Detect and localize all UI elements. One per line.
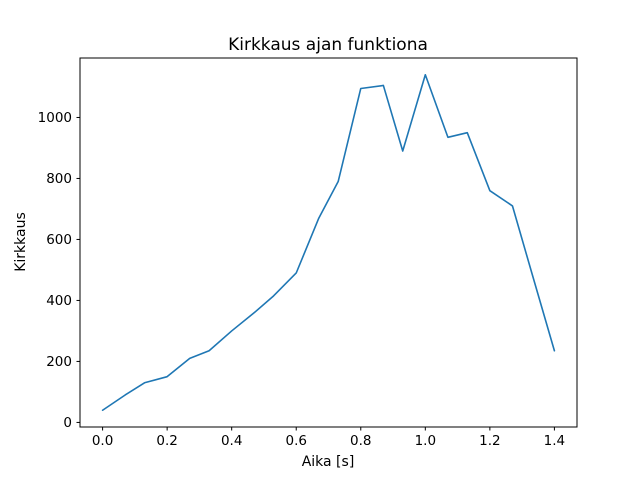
axes-spines [79,57,578,428]
x-tick-label: 0.0 [92,433,113,449]
x-tick-label: 0.2 [156,433,177,449]
y-tick-label: 200 [46,354,72,370]
chart-title: Kirkkaus ajan funktiona [228,35,428,55]
x-tick-label: 1.0 [415,433,436,449]
x-axis-label: Aika [s] [302,454,355,470]
y-tick-label: 400 [46,293,72,309]
x-tick-label: 0.8 [350,433,371,449]
x-tick-label: 0.4 [221,433,242,449]
y-tick-label: 800 [46,171,72,187]
y-tick-label: 0 [63,415,72,431]
brightness-data-line [101,73,556,412]
y-tick-label: 600 [46,232,72,248]
plot-area: 0.0 0.2 0.4 0.6 0.8 1.0 1.2 1.4 0 200 400 600 800 100… [38,57,578,449]
y-tick-label: 1000 [38,110,72,126]
x-tick-label: 1.4 [544,433,565,449]
y-axis-label: Kirkkaus [13,212,29,272]
x-tick-label: 0.6 [285,433,306,449]
x-tick-label: 1.2 [479,433,500,449]
